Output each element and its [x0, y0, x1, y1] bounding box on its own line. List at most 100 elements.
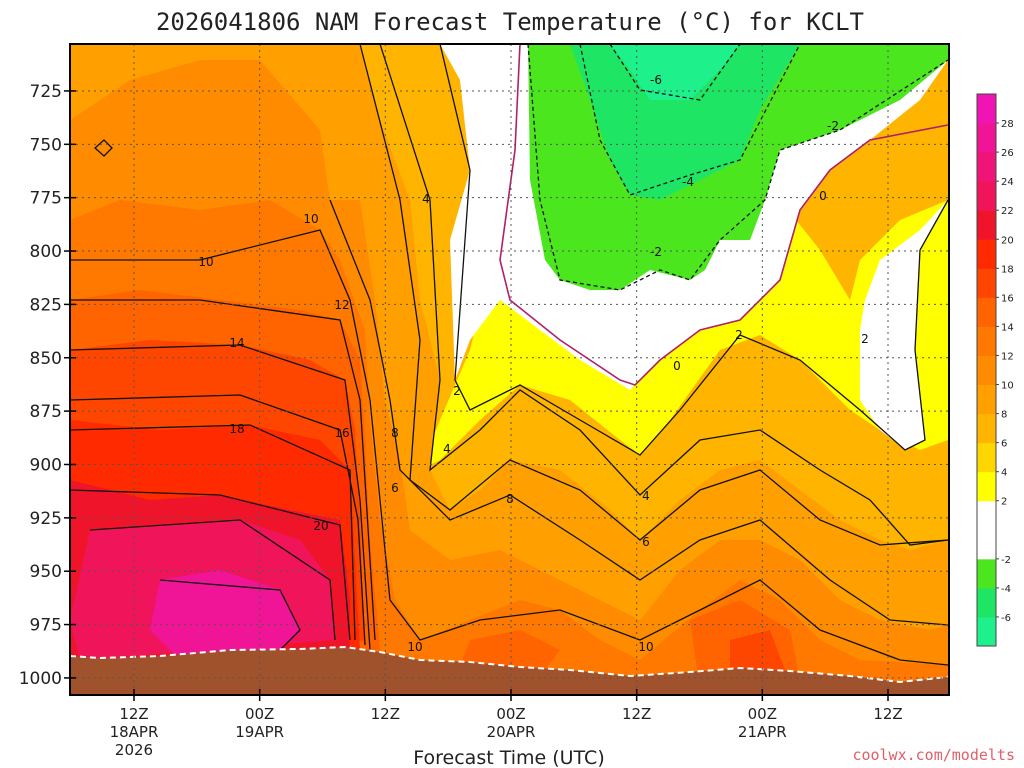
- contour-label-16: 16: [334, 426, 349, 440]
- colorbar-swatch: [977, 442, 996, 473]
- y-tick-label: 875: [30, 402, 62, 422]
- y-tick-label: 900: [30, 455, 62, 475]
- contour-label-10c: 10: [407, 640, 422, 654]
- isotherm-14: [70, 344, 371, 651]
- isotherm-4-island: [94, 139, 113, 157]
- colorbar-swatch: [977, 500, 996, 531]
- isotherm-16: [70, 394, 366, 646]
- terrain-edge: [70, 645, 949, 684]
- x-tick-label: 00Z: [496, 705, 525, 723]
- contour-label-8b: 8: [506, 492, 514, 506]
- colorbar-swatch: [977, 326, 996, 356]
- colorbar-label: 14: [1001, 322, 1014, 333]
- contour-label-neg4: -4: [682, 175, 694, 189]
- isotherm-10: [70, 229, 949, 666]
- colorbar-label: 22: [1001, 206, 1014, 217]
- isotherm-neg2: [527, 44, 949, 291]
- colorbar-swatch: [977, 384, 996, 415]
- contour-label-10d: 10: [638, 640, 653, 654]
- y-tick-label: 825: [30, 295, 62, 315]
- colorbar-label: 28: [1001, 119, 1014, 130]
- contour-label-10: 10: [198, 255, 213, 269]
- colorbar-label: 12: [1001, 351, 1014, 362]
- contour-label-18: 18: [229, 422, 244, 436]
- isotherm-12: [70, 299, 376, 641]
- terrain: [70, 647, 948, 695]
- x-tick-date: 18APR: [110, 723, 159, 741]
- colorbar-label: 24: [1001, 177, 1014, 188]
- contour-label-2b: 2: [735, 328, 743, 342]
- x-tick-label: 12Z: [119, 705, 148, 723]
- credit-text: coolwx.com/modelts: [852, 746, 1015, 764]
- y-tick-label: 750: [30, 135, 62, 155]
- plot-frame: [69, 43, 950, 696]
- contour-label-12: 12: [334, 298, 349, 312]
- isotherm-0: [499, 44, 949, 386]
- colorbar-swatch: [977, 587, 996, 618]
- colorbar-label: 2: [1001, 497, 1007, 508]
- y-tick-label: 950: [30, 562, 62, 582]
- chart-title: 2026041806 NAM Forecast Temperature (°C)…: [156, 8, 864, 36]
- isotherm-18: [70, 424, 356, 641]
- x-tick-label: 12Z: [622, 705, 651, 723]
- colorbar-swatch: [977, 181, 996, 211]
- contour-label-neg2: -2: [827, 119, 839, 133]
- colorbar-swatch: [977, 123, 996, 153]
- colorbar-label: 8: [1001, 410, 1007, 421]
- y-tick-label: 1000: [19, 669, 62, 689]
- colorbar-label: 10: [1001, 381, 1014, 392]
- colorbar-swatch: [977, 152, 996, 182]
- contour-label-0b: 0: [673, 359, 681, 373]
- colorbar-swatch: [977, 529, 996, 560]
- temperature-field: [70, 44, 949, 695]
- colorbar-swatch: [977, 297, 996, 327]
- contour-label-4b: 4: [443, 442, 451, 456]
- colorbar-swatch: [977, 268, 996, 298]
- colorbar-label: 26: [1001, 148, 1014, 159]
- y-tick-label: 775: [30, 189, 62, 209]
- band-26: [150, 570, 300, 660]
- x-tick-date: 21APR: [738, 723, 787, 741]
- isotherm-2: [439, 44, 949, 456]
- y-axis: 725 750 775 800 825 850 875 900 925 950 975 1000: [19, 82, 76, 689]
- y-tick-label: 975: [30, 616, 62, 636]
- contour-label-14: 14: [229, 336, 244, 350]
- contour-label-2: 2: [453, 384, 461, 398]
- colorbar-label: 18: [1001, 264, 1014, 275]
- colorbar-label: -2: [1001, 555, 1011, 566]
- x-tick-date: 19APR: [235, 723, 284, 741]
- colorbar-label: -4: [1001, 584, 1011, 595]
- colorbar-swatch: [977, 471, 996, 502]
- isotherm-26: [159, 579, 301, 661]
- y-tick-label: 800: [30, 242, 62, 262]
- y-tick-label: 725: [30, 82, 62, 102]
- contour-label-8: 8: [391, 426, 399, 440]
- colorbar-label: 6: [1001, 439, 1007, 450]
- isotherm-8: [329, 199, 949, 626]
- band-neg6-green: [610, 44, 740, 100]
- x-tick-label: 12Z: [371, 705, 400, 723]
- contour-label-2c: 2: [861, 332, 869, 346]
- isotherm-22: [89, 519, 336, 641]
- colorbar-swatch: [977, 616, 996, 647]
- colorbar-swatch: [977, 413, 996, 444]
- contour-labels: -6 -4 -2 -2 0 0 2 2 2 4 4 4 6 6 8 8 10 1…: [198, 73, 868, 654]
- contour-label-6: 6: [391, 481, 399, 495]
- contour-label-4c: 4: [642, 489, 650, 503]
- colorbar-swatch: [977, 94, 996, 124]
- isotherm-4: [379, 44, 949, 546]
- contour-label-6b: 6: [642, 535, 650, 549]
- colorbar-swatch: [977, 210, 996, 240]
- colorbar-swatch: [977, 558, 996, 589]
- colorbar: 28 26 24 22 20 18 16 14 12 10 8 6 4 2 -2 -4 -6: [976, 93, 1014, 647]
- y-tick-label: 850: [30, 349, 62, 369]
- colorbar-label: 4: [1001, 468, 1007, 479]
- colorbar-label: 20: [1001, 235, 1014, 246]
- contour-label-neg2b: -2: [650, 245, 662, 259]
- x-tick-label: 00Z: [245, 705, 274, 723]
- colorbar-swatch: [977, 355, 996, 386]
- colorbar-label: -6: [1001, 613, 1011, 624]
- x-tick-date: 20APR: [487, 723, 536, 741]
